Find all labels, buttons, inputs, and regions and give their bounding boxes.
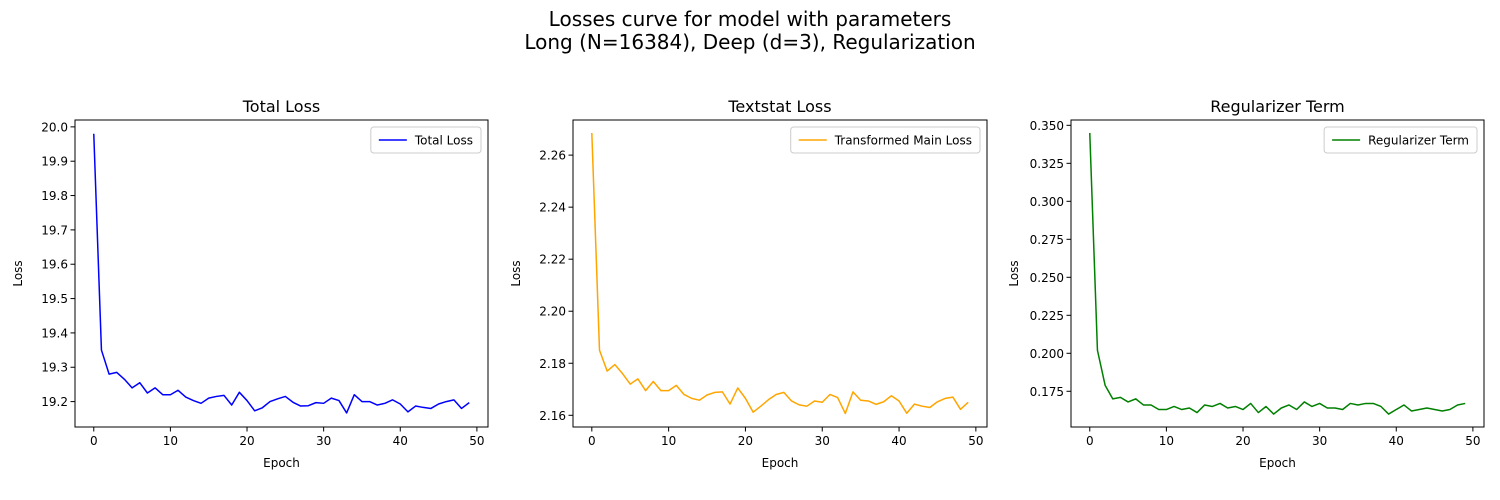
subplot-2: Textstat Loss 0 10 20 30 40 50 2.16 2.18 2.20 2.22… xyxy=(509,97,988,470)
x-axis-label: Epoch xyxy=(762,456,799,470)
y-tick-label: 0.275 xyxy=(1030,233,1064,247)
y-tick-label: 19.9 xyxy=(41,155,68,169)
y-tick-label: 19.2 xyxy=(41,395,68,409)
x-tick-label: 20 xyxy=(239,434,254,448)
y-tick-label: 2.16 xyxy=(539,409,566,423)
y-tick-label: 2.26 xyxy=(539,149,566,163)
y-tick-label: 2.22 xyxy=(539,253,566,267)
series-line-1 xyxy=(93,133,470,414)
x-tick-label: 40 xyxy=(1389,434,1404,448)
x-tick-label: 40 xyxy=(393,434,408,448)
x-tick-label: 20 xyxy=(738,434,753,448)
y-tick-label: 19.6 xyxy=(41,258,68,272)
y-tick-label: 0.300 xyxy=(1030,195,1064,209)
x-tick-label: 0 xyxy=(90,434,98,448)
x-tick-label: 0 xyxy=(588,434,596,448)
subplot-title: Regularizer Term xyxy=(1210,97,1345,116)
figure-suptitle-line-2: Long (N=16384), Deep (d=3), Regularizati… xyxy=(524,30,975,54)
y-tick-label: 19.3 xyxy=(41,361,68,375)
y-tick-label: 2.24 xyxy=(539,201,566,215)
x-tick-label: 30 xyxy=(316,434,331,448)
legend-label: Regularizer Term xyxy=(1368,134,1469,148)
subplot-1: Total Loss 0 10 20 30 40 50 19.2 19.3 19.4 19.5 19.… xyxy=(11,97,489,470)
x-tick-label: 50 xyxy=(968,434,983,448)
y-tick-label: 0.225 xyxy=(1030,309,1064,323)
plot-frame xyxy=(572,119,988,428)
subplots: Total Loss 0 10 20 30 40 50 19.2 19.3 19.4 19.5 19.… xyxy=(11,97,1485,470)
x-tick-label: 30 xyxy=(1312,434,1327,448)
y-tick-label: 0.325 xyxy=(1030,157,1064,171)
plot-frame xyxy=(1070,119,1485,428)
legend-box xyxy=(1323,126,1478,154)
y-tick-label: 2.18 xyxy=(539,357,566,371)
y-tick-label: 19.7 xyxy=(41,223,68,237)
y-axis-label: Loss xyxy=(11,260,25,286)
x-tick-label: 30 xyxy=(815,434,830,448)
y-tick-label: 2.20 xyxy=(539,305,566,319)
y-axis-label: Loss xyxy=(1007,260,1021,286)
x-axis-label: Epoch xyxy=(263,456,300,470)
x-tick-label: 40 xyxy=(891,434,906,448)
legend-box xyxy=(370,126,482,154)
x-tick-label: 10 xyxy=(1159,434,1174,448)
y-tick-label: 20.0 xyxy=(41,120,68,134)
x-tick-label: 0 xyxy=(1086,434,1094,448)
x-tick-label: 50 xyxy=(1465,434,1480,448)
y-axis-label: Loss xyxy=(509,260,523,286)
legend-label: Transformed Main Loss xyxy=(834,134,972,148)
y-tick-label: 19.8 xyxy=(41,189,68,203)
plot-frame xyxy=(74,119,489,428)
legend-label: Total Loss xyxy=(414,134,473,148)
x-tick-label: 20 xyxy=(1235,434,1250,448)
y-tick-label: 0.200 xyxy=(1030,347,1064,361)
y-tick-label: 0.250 xyxy=(1030,271,1064,285)
series-line-1 xyxy=(1089,132,1466,415)
y-tick-label: 19.5 xyxy=(41,292,68,306)
x-tick-label: 50 xyxy=(469,434,484,448)
x-axis-label: Epoch xyxy=(1259,456,1296,470)
x-tick-label: 10 xyxy=(661,434,676,448)
x-tick-label: 10 xyxy=(163,434,178,448)
subplot-title: Total Loss xyxy=(242,97,321,116)
legend-box xyxy=(790,126,981,154)
subplot-3: Regularizer Term 0 10 20 30 40 50 0.175 0.200 0.2… xyxy=(1007,97,1485,470)
series-line-1 xyxy=(591,132,969,415)
y-tick-label: 0.350 xyxy=(1030,119,1064,133)
figure-suptitle-line-1: Losses curve for model with parameters xyxy=(549,7,952,31)
y-tick-label: 19.4 xyxy=(41,326,68,340)
y-tick-label: 0.175 xyxy=(1030,385,1064,399)
subplot-title: Textstat Loss xyxy=(727,97,831,116)
